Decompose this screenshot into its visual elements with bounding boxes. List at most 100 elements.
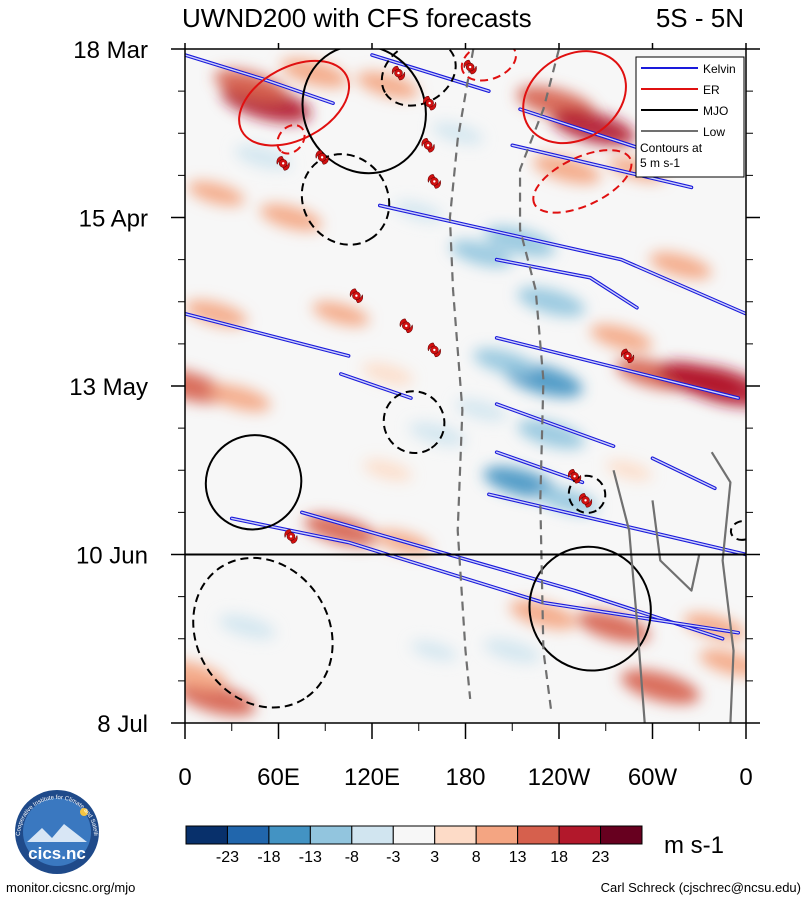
kelvin-contour-inner	[511, 144, 693, 189]
anomaly-patch	[219, 614, 276, 639]
y-tick-label: 8 Jul	[97, 711, 148, 738]
colorbar-bin	[392, 825, 436, 845]
x-tick-label: 120W	[528, 764, 591, 791]
anomaly-patch	[213, 69, 287, 101]
anomaly-patch	[590, 324, 653, 352]
low-frequency-contour	[518, 49, 561, 712]
low-frequency-contour	[448, 49, 475, 700]
kelvin-contour-inner	[495, 451, 584, 483]
colorbar-bin	[226, 825, 270, 845]
mjo-contour	[300, 153, 391, 246]
kelvin-contour-inner	[371, 54, 490, 92]
cyclone-eye	[426, 144, 430, 147]
anomaly-patch	[517, 287, 585, 317]
anomaly-patch	[473, 348, 536, 376]
y-tick-label: 13 May	[69, 374, 148, 401]
colorbar-bin	[475, 825, 519, 845]
mjo-contour	[192, 556, 334, 709]
colorbar-bin	[268, 825, 311, 845]
anomaly-patch	[304, 514, 378, 547]
cyclone-eye	[281, 162, 285, 165]
cics-logo: Cooperative Institute for Climate and Sa…	[0, 0, 99, 874]
tropical-cyclone-icon	[620, 348, 635, 364]
tropical-cyclone-icon	[427, 174, 441, 189]
footer-url[interactable]: monitor.cicsnc.org/mjo	[6, 880, 136, 895]
logo-text: cics.nc	[28, 844, 86, 863]
colorbar-label: -18	[257, 849, 280, 866]
kelvin-contour-inner	[495, 258, 638, 309]
anomaly-patch	[535, 486, 598, 514]
cyclone-eye	[405, 324, 408, 328]
anomaly-patch	[187, 181, 245, 206]
cyclone-eye	[428, 101, 431, 105]
colorbar-bin	[558, 825, 602, 845]
mjo-contour	[301, 49, 427, 175]
anomaly-patch	[551, 108, 636, 146]
x-tick-label: 0	[178, 764, 191, 791]
anomaly-patch	[363, 459, 412, 481]
tropical-cyclone-icon	[578, 493, 593, 508]
anomaly-patch	[533, 154, 601, 185]
tropical-cyclone-icon	[315, 150, 329, 165]
anomaly-patch	[606, 460, 653, 481]
anomaly-patch	[185, 660, 227, 690]
cyclone-eye	[584, 499, 587, 502]
colorbar-label: 3	[430, 849, 439, 866]
cyclone-eye	[397, 71, 400, 75]
x-axis: 0 60E 120E 180 120W 60W 0	[178, 43, 753, 791]
cyclone-eye	[289, 535, 293, 538]
tropical-cyclone-icon	[284, 529, 298, 544]
mjo-contour	[729, 519, 746, 541]
x-tick-label: 180	[445, 764, 485, 791]
anomaly-patch	[185, 368, 228, 404]
anomaly-patch	[483, 638, 541, 664]
legend-note: 5 m s-1	[640, 156, 680, 170]
anomaly-patch	[411, 640, 458, 661]
anomaly-patch	[649, 252, 712, 280]
anomaly-patch	[517, 419, 585, 449]
er-contour	[238, 59, 351, 147]
y-tick-label: 18 Mar	[73, 37, 148, 64]
logo-mountains-icon	[27, 824, 87, 842]
colorbar-label: -8	[345, 849, 359, 866]
colorbar-bin	[434, 825, 477, 845]
legend-entry-label: Low	[703, 125, 725, 139]
anomaly-patch	[312, 301, 370, 327]
anomaly-patch	[280, 58, 349, 88]
cyclone-eye	[573, 475, 576, 478]
tropical-cyclone-markers	[276, 59, 635, 544]
tropical-cyclone-icon	[567, 469, 582, 484]
anomaly-patch	[577, 610, 651, 643]
legend-entry-label: MJO	[703, 104, 728, 118]
cyclone-eye	[355, 294, 358, 297]
colorbar-label: -23	[216, 849, 239, 866]
cyclone-eye	[433, 180, 436, 183]
er-contour	[532, 149, 633, 214]
y-tick-label: 15 Apr	[79, 206, 148, 233]
x-tick-label: 60E	[257, 764, 300, 791]
mjo-contour	[382, 390, 446, 455]
mjo-contour	[204, 434, 303, 531]
tropical-cyclone-icon	[423, 95, 437, 111]
x-tick-label: 120E	[344, 764, 400, 791]
logo-globe-inner	[23, 798, 91, 866]
tropical-cyclone-icon	[349, 288, 364, 303]
kelvin-contour-inner	[495, 403, 615, 447]
tropical-cyclone-icon	[391, 65, 406, 81]
anomaly-patch	[185, 681, 256, 717]
kelvin-contour-inner	[379, 204, 746, 315]
anomaly-patch	[356, 71, 419, 99]
anomaly-patch	[185, 300, 248, 328]
colorbar-label: -3	[386, 849, 400, 866]
anomaly-patch	[432, 122, 484, 145]
tropical-cyclone-icon	[463, 59, 477, 75]
cyclone-eye	[320, 156, 324, 159]
kelvin-contour-inner	[488, 493, 746, 556]
legend-entry-label: ER	[703, 83, 720, 97]
tropical-cyclone-icon	[427, 342, 441, 358]
legend-note: Contours at	[640, 141, 703, 155]
legend-box	[635, 56, 745, 178]
legend-entry-label: Kelvin	[703, 62, 736, 76]
